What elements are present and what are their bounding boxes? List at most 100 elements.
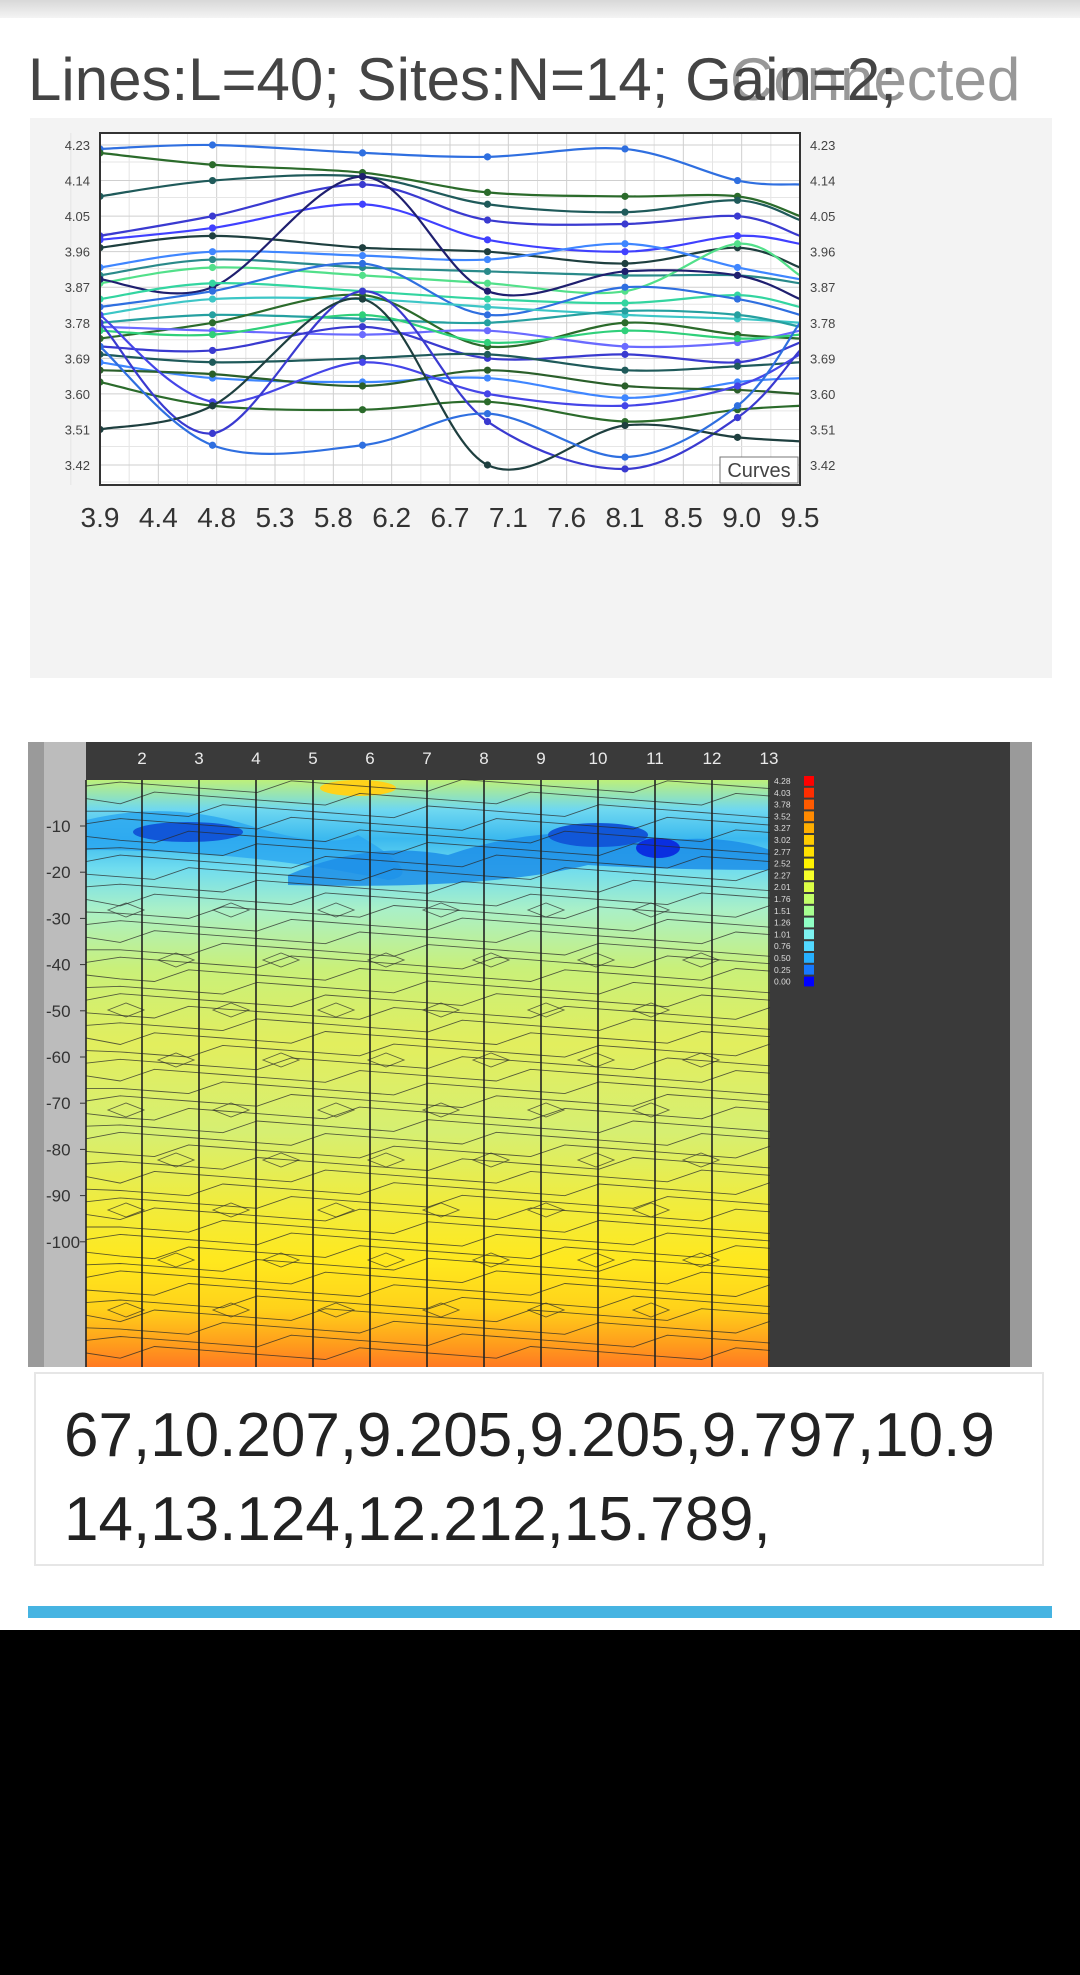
colorbar-label: 0.00 <box>774 977 791 987</box>
contour-line <box>85 1157 771 1171</box>
contour-lines <box>85 779 771 1360</box>
data-point <box>733 232 742 240</box>
contour-ring <box>471 952 511 968</box>
contour-ring <box>316 902 356 918</box>
y-tick-label: -90 <box>46 1187 71 1206</box>
x-tick-label: 7.1 <box>489 502 528 533</box>
colorbar-swatch <box>804 846 814 857</box>
colorbar-label: 2.52 <box>774 859 791 869</box>
x-tick-label: 5.3 <box>256 502 295 533</box>
colorbar-label: 0.25 <box>774 965 791 975</box>
data-point <box>621 366 629 374</box>
data-point <box>483 153 492 161</box>
contour-ring <box>366 1052 406 1068</box>
data-point <box>621 465 629 473</box>
x-tick-label: 6 <box>365 749 374 768</box>
contour-ring <box>156 1052 196 1068</box>
y-tick-label-left: 4.23 <box>65 138 90 153</box>
readout-values: 67,10.207,9.205,9.205,9.797,10.914,13.12… <box>64 1401 995 1554</box>
data-point <box>483 350 492 358</box>
colorbar-swatch <box>804 776 814 786</box>
header-status-text: Lines:L=40; Sites:N=14; Gain=2; <box>28 46 897 113</box>
curves-chart: 4.23 4.23 4.14 4.14 4.05 4.05 3.96 3.96 3.87 3.87… <box>30 118 1052 678</box>
contour-ring <box>681 1252 721 1268</box>
data-point <box>621 267 629 276</box>
data-point <box>358 441 367 449</box>
contour-line <box>85 1068 771 1083</box>
contour-ring <box>316 1302 356 1318</box>
data-point <box>208 346 217 355</box>
data-point <box>621 394 629 402</box>
data-point <box>358 200 367 208</box>
data-point <box>621 208 629 216</box>
data-point <box>483 255 492 264</box>
data-point <box>621 421 629 430</box>
series-lines <box>100 141 800 473</box>
y-tick-label-right: 3.42 <box>810 458 835 473</box>
y-tick-label-right: 4.23 <box>810 138 835 153</box>
contour-line <box>85 854 771 869</box>
data-point <box>621 283 629 291</box>
contour-ring <box>366 1152 406 1168</box>
data-point <box>483 319 492 327</box>
contour-line <box>85 1119 771 1134</box>
data-point <box>358 149 367 157</box>
colorbar-swatch <box>804 870 814 881</box>
colorbar-label: 3.52 <box>774 811 791 821</box>
contour-ring <box>681 952 721 968</box>
contour-line <box>86 804 771 819</box>
data-point <box>483 303 492 311</box>
data-point <box>733 212 742 220</box>
contour-ring <box>421 1002 461 1018</box>
data-point <box>483 248 492 256</box>
data-point <box>483 374 492 382</box>
contour-line <box>85 1333 771 1348</box>
data-point <box>621 402 629 410</box>
contour-ring <box>211 902 251 918</box>
y-tick-label: -100 <box>46 1233 80 1252</box>
contour-ring <box>366 1252 406 1268</box>
contour-ring <box>631 902 671 918</box>
colorbar-swatch <box>804 941 814 951</box>
contour-ring <box>106 1302 146 1318</box>
x-tick-label: 9.5 <box>781 502 820 533</box>
y-tick-label-left: 3.78 <box>65 316 90 331</box>
contour-line <box>85 879 771 894</box>
contour-ring <box>631 1102 671 1118</box>
data-point <box>483 216 492 224</box>
data-point <box>208 402 217 410</box>
x-tick-label: 6.2 <box>372 502 411 533</box>
colorbar-swatch <box>804 787 814 798</box>
y-tick-label: -10 <box>46 817 71 836</box>
colorbar-label: 2.77 <box>774 847 791 857</box>
contour-line <box>85 1031 771 1045</box>
y-tick-label: -70 <box>46 1094 71 1113</box>
y-tick-label-left: 4.05 <box>65 209 90 224</box>
data-point <box>208 176 217 185</box>
contour-ring <box>526 1302 566 1318</box>
contour-ring <box>261 1052 301 1068</box>
app-screen: Lines:L=40; Sites:N=14; Gain=2; Connecte… <box>0 0 1080 1630</box>
legend-label: Curves <box>727 460 790 482</box>
y-tick-label-right: 4.05 <box>810 209 835 224</box>
data-point <box>208 319 217 327</box>
data-point <box>483 417 492 426</box>
data-point <box>733 362 742 370</box>
data-point <box>208 161 217 169</box>
contour-ring <box>106 1102 146 1118</box>
data-point <box>621 382 629 390</box>
data-point <box>208 295 217 303</box>
data-point <box>621 299 629 307</box>
colorbar-label: 4.03 <box>774 788 791 798</box>
contour-ring <box>421 902 461 918</box>
contour-line <box>85 791 771 806</box>
readout-box: 67,10.207,9.205,9.205,9.797,10.914,13.12… <box>34 1372 1044 1566</box>
contour-line <box>85 1005 771 1020</box>
contour-chart: 2 3 4 5 6 7 8 9 10 11 12 13 -10 -20 -30 -40 -50 -60 -70 -80… <box>28 742 1032 1367</box>
x-tick-label: 6.7 <box>431 502 470 533</box>
data-point <box>733 271 742 279</box>
data-point <box>483 236 492 244</box>
contour-line <box>85 1182 771 1197</box>
contour-ring <box>261 1252 301 1268</box>
contour-ring <box>526 1102 566 1118</box>
